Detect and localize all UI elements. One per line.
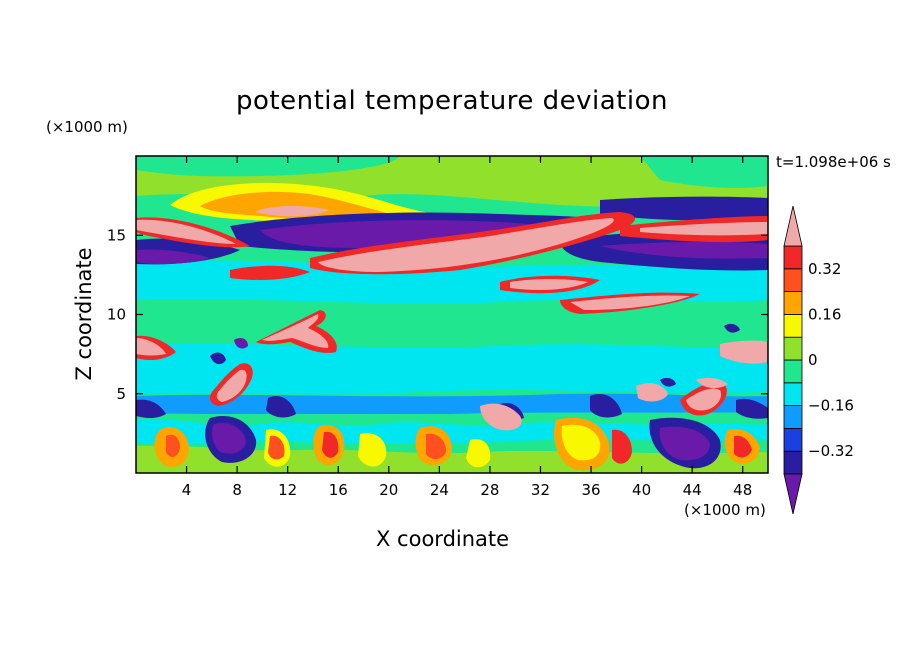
colorbar-segment bbox=[783, 405, 803, 429]
x-tick-label: 16 bbox=[329, 481, 348, 499]
colorbar: 0.32 0.16 0 −0.16 −0.32 bbox=[783, 205, 854, 515]
y-axis-label: Z coordinate bbox=[72, 247, 96, 381]
x-tick-label: 44 bbox=[683, 481, 702, 499]
x-tick-label: 28 bbox=[480, 481, 499, 499]
heatmap-field bbox=[136, 156, 768, 473]
colorbar-segment bbox=[783, 382, 803, 406]
colorbar-segment bbox=[783, 291, 803, 315]
x-tick-label: 48 bbox=[733, 481, 752, 499]
x-tick-label: 4 bbox=[182, 481, 192, 499]
time-label: t=1.098e+06 s bbox=[776, 153, 891, 171]
x-tick-label: 20 bbox=[379, 481, 398, 499]
colorbar-segment bbox=[783, 336, 803, 361]
colorbar-segment bbox=[783, 359, 803, 384]
colorbar-segment bbox=[783, 450, 803, 475]
colorbar-segment bbox=[783, 313, 803, 338]
colorbar-segment bbox=[783, 245, 803, 270]
colorbar-segment bbox=[783, 268, 803, 292]
colorbar-tick-label: 0.16 bbox=[808, 305, 841, 323]
x-tick-label: 24 bbox=[430, 481, 449, 499]
y-tick-label: 10 bbox=[107, 306, 126, 324]
colorbar-tick-label: −0.16 bbox=[808, 397, 854, 415]
x-axis-ticks: 4 8 12 16 20 24 28 32 36 40 44 48 bbox=[182, 156, 752, 499]
colorbar-tick-label: 0.32 bbox=[808, 260, 841, 278]
colorbar-tick-label: −0.32 bbox=[808, 442, 854, 460]
x-tick-label: 12 bbox=[278, 481, 297, 499]
colorbar-tick-label: 0 bbox=[808, 351, 818, 369]
x-tick-label: 40 bbox=[632, 481, 651, 499]
x-tick-label: 36 bbox=[581, 481, 600, 499]
y-axis-ticks: 5 10 15 bbox=[107, 226, 768, 403]
x-axis-label: X coordinate bbox=[376, 527, 510, 551]
colorbar-max-arrow bbox=[783, 205, 803, 247]
colorbar-segment bbox=[783, 427, 803, 452]
x-tick-label: 8 bbox=[232, 481, 242, 499]
y-tick-label: 15 bbox=[107, 226, 126, 244]
colorbar-min-arrow bbox=[783, 473, 803, 515]
y-axis-unit: (×1000 m) bbox=[46, 118, 128, 136]
x-axis-unit: (×1000 m) bbox=[684, 501, 766, 519]
y-tick-label: 5 bbox=[116, 385, 126, 403]
chart-title: potential temperature deviation bbox=[236, 86, 668, 116]
x-tick-label: 32 bbox=[531, 481, 550, 499]
